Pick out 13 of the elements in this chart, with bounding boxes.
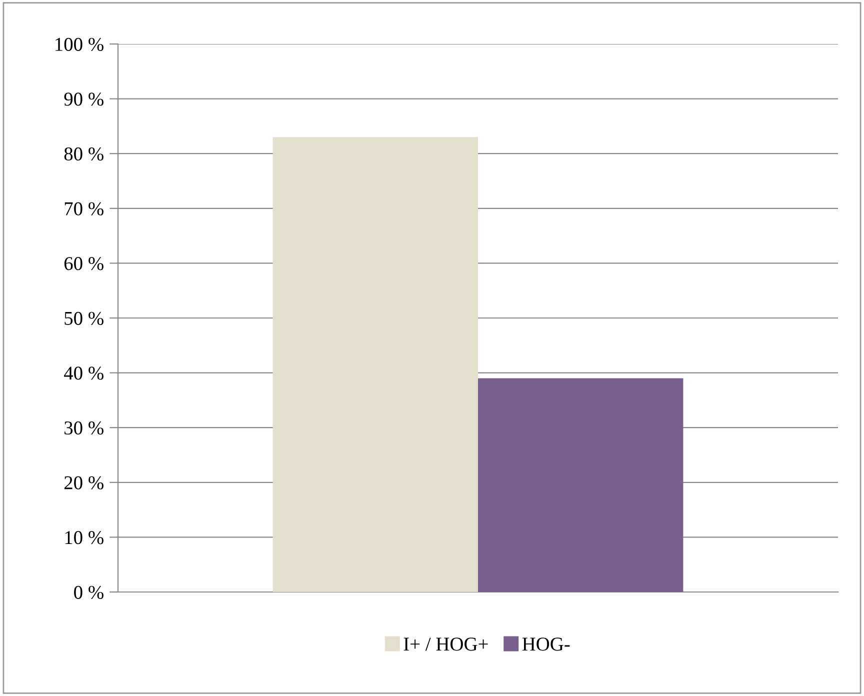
y-tick-label: 90 % [64,92,104,106]
y-tick-label: 30 % [64,421,104,435]
y-tick-label: 10 % [65,531,104,544]
y-tick-label: 70 % [64,202,104,216]
legend-label: I+ / HOG+ [404,638,488,651]
y-tick-label: 60 % [64,257,104,270]
legend-label: HOG- [522,638,570,651]
y-tick-label: 80 % [64,147,104,161]
y-tick-label: 0 % [74,586,104,599]
y-tick-label: 20 % [64,476,104,490]
y-tick-label: 100 % [56,38,104,51]
y-tick-label: 50 % [64,312,104,325]
y-tick-label: 40 % [64,366,104,380]
